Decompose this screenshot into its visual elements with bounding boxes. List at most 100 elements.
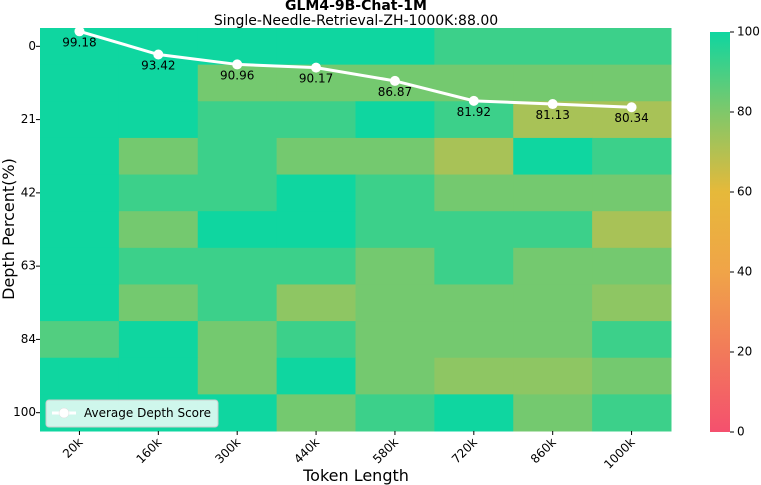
heatmap-cell [40, 137, 120, 176]
y-tick-label: 100 [13, 405, 36, 419]
colorbar-tick-label: 0 [737, 425, 745, 439]
heatmap-cell [592, 174, 672, 212]
heatmap-cell [592, 321, 672, 359]
heatmap-cell [118, 211, 199, 249]
heatmap-cell [197, 137, 278, 176]
heatmap-cell [40, 64, 120, 102]
colorbar-tick-label: 80 [737, 105, 752, 119]
heatmap-cell [592, 247, 672, 285]
heatmap-cell [592, 211, 672, 249]
heatmap-cell [197, 211, 278, 249]
heatmap-cell [276, 137, 356, 176]
colorbar-tick-label: 40 [737, 265, 752, 279]
heatmap-cell [434, 394, 514, 432]
heatmap-cell [513, 28, 593, 66]
heatmap-cell [276, 321, 356, 359]
average-point [153, 49, 164, 60]
heatmap-cell [355, 137, 435, 176]
y-tick-label: 0 [28, 39, 36, 53]
heatmap-cell [276, 28, 356, 66]
heatmap-cell [197, 101, 278, 139]
y-axis-label: Depth Percent(%) [0, 158, 18, 300]
heatmap-cell [592, 137, 672, 176]
colorbar-tick-label: 100 [737, 25, 760, 39]
y-tick-label: 63 [21, 259, 36, 273]
heatmap-cell [118, 357, 199, 395]
heatmap-cell [434, 321, 514, 359]
heatmap-cell [197, 174, 278, 212]
y-tick-label: 21 [21, 112, 36, 126]
legend: Average Depth Score [45, 399, 219, 428]
chart-title: GLM4-9B-Chat-1M [285, 0, 427, 14]
heatmap-cell [40, 174, 120, 212]
heatmap-cell [434, 137, 514, 176]
heatmap-cell [40, 211, 120, 249]
heatmap-cell [592, 394, 672, 432]
average-point-label: 80.34 [614, 111, 648, 125]
x-tick-label: 860k [528, 435, 559, 466]
average-line: 99.18 93.42 90.96 90.17 86.87 81.92 81.13 80.34 [62, 26, 649, 125]
heatmap-cell [434, 28, 514, 66]
y-tick-label: 42 [21, 185, 36, 199]
heatmap-cell [355, 174, 435, 212]
heatmap-cell [40, 101, 120, 139]
heatmap-cell [513, 357, 593, 395]
chart-subtitle: Single-Needle-Retrieval-ZH-1000K:88.00 [214, 13, 498, 29]
legend-label: Average Depth Score [84, 406, 211, 420]
x-tick-label: 580k [370, 435, 401, 466]
legend-point-marker [58, 407, 70, 419]
heatmap-cell [355, 101, 435, 139]
heatmap-cell [355, 211, 435, 249]
heatmap-cell [40, 321, 120, 359]
heatmap-cell [592, 28, 672, 66]
y-axis-ticks: 0 21 42 63 84 100 [13, 39, 40, 419]
x-tick-label: 300k [212, 435, 243, 466]
heatmap-cell [197, 247, 278, 285]
colorbar [710, 32, 730, 432]
heatmap-cell [118, 321, 199, 359]
average-point-label: 90.96 [220, 68, 254, 82]
heatmap-cell [434, 174, 514, 212]
x-tick-label: 1000k [601, 435, 637, 471]
average-point [311, 62, 322, 73]
heatmap-cell [40, 284, 120, 322]
heatmap-cell [513, 174, 593, 212]
average-point-label: 99.18 [62, 35, 96, 49]
average-point-label: 90.17 [299, 72, 333, 86]
average-point-label: 81.13 [536, 108, 570, 122]
heatmap-cell [513, 284, 593, 322]
heatmap-cell [118, 247, 199, 285]
average-point-label: 86.87 [378, 85, 412, 99]
heatmap-cell [40, 357, 120, 395]
heatmap-cell [434, 211, 514, 249]
heatmap-cell [118, 284, 199, 322]
heatmap-cell [276, 284, 356, 322]
colorbar-tick-label: 60 [737, 185, 752, 199]
average-point-label: 93.42 [141, 59, 175, 73]
heatmap-cell [513, 247, 593, 285]
heatmap-cell [355, 357, 435, 395]
x-tick-label: 20k [60, 435, 86, 461]
heatmap-cell [434, 284, 514, 322]
heatmap-cell [118, 64, 199, 102]
heatmap-cell [434, 247, 514, 285]
colorbar-tick-label: 20 [737, 345, 752, 359]
average-point [74, 26, 85, 37]
average-point [626, 102, 637, 113]
heatmap-cell [513, 137, 593, 176]
heatmap-cells [40, 28, 672, 432]
heatmap-cell [197, 64, 278, 102]
heatmap-cell [513, 64, 593, 102]
heatmap-cell [355, 284, 435, 322]
heatmap-cell [40, 247, 120, 285]
heatmap-cell [197, 28, 278, 66]
heatmap-cell [592, 284, 672, 322]
heatmap-cell [197, 357, 278, 395]
average-point-label: 81.92 [457, 105, 491, 119]
heatmap-cell [434, 357, 514, 395]
average-line-path [79, 29, 632, 109]
x-axis-label: Token Length [302, 466, 409, 485]
average-point [389, 75, 400, 86]
colorbar-ticks: 0 20 40 60 80 100 [730, 25, 760, 439]
